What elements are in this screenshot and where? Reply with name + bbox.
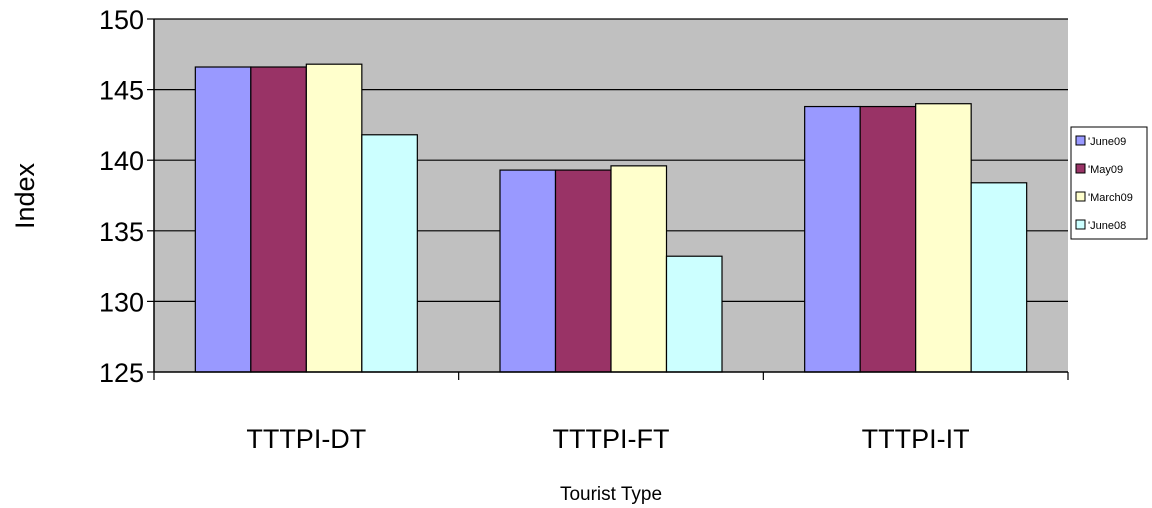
y-tick-label: 125 bbox=[99, 358, 144, 388]
y-tick-label: 130 bbox=[99, 287, 144, 317]
bar-TTTPI-DT-June09 bbox=[194, 66, 252, 373]
y-tick-labels: 125 130 135 140 145 150 bbox=[99, 5, 144, 388]
legend: 'June09 'May09 'March09 'June08 bbox=[1070, 126, 1148, 240]
bar-TTTPI-FT-May09 bbox=[554, 169, 612, 373]
bar-TTTPI-DT-May09 bbox=[250, 66, 307, 373]
legend-swatch bbox=[1075, 191, 1086, 202]
bar-TTTPI-DT-June08 bbox=[361, 134, 418, 373]
legend-swatch bbox=[1075, 135, 1086, 146]
bar-TTTPI-IT-June08 bbox=[970, 182, 1028, 373]
x-tick-labels: TTTPI-DT TTTPI-FT TTTPI-IT bbox=[246, 424, 969, 454]
y-axis-title: Index bbox=[10, 162, 40, 229]
axes bbox=[147, 18, 1069, 380]
x-tick-label: TTTPI-FT bbox=[553, 424, 670, 454]
bar-TTTPI-DT-March09 bbox=[305, 63, 363, 373]
bar-TTTPI-IT-March09 bbox=[915, 103, 972, 373]
bar-TTTPI-IT-June09 bbox=[804, 105, 861, 373]
legend-label: 'May09 bbox=[1088, 164, 1123, 176]
legend-swatch bbox=[1075, 163, 1086, 174]
legend-label: 'June09 bbox=[1088, 136, 1126, 148]
y-tick-label: 145 bbox=[99, 76, 144, 106]
y-tick-label: 135 bbox=[99, 217, 144, 247]
bar-TTTPI-FT-June09 bbox=[499, 169, 557, 373]
legend-swatch bbox=[1075, 219, 1086, 230]
y-tick-label: 150 bbox=[99, 5, 144, 35]
legend-label: 'June08 bbox=[1088, 220, 1126, 232]
x-tick-label: TTTPI-DT bbox=[246, 424, 366, 454]
bar-TTTPI-FT-June08 bbox=[665, 255, 723, 373]
bars bbox=[194, 63, 1028, 373]
bar-TTTPI-FT-March09 bbox=[610, 165, 668, 373]
legend-label: 'March09 bbox=[1088, 192, 1133, 204]
bar-TTTPI-IT-May09 bbox=[859, 105, 917, 373]
y-tick-label: 140 bbox=[99, 146, 144, 176]
x-tick-label: TTTPI-IT bbox=[862, 424, 970, 454]
x-axis-title: Tourist Type bbox=[560, 484, 662, 505]
